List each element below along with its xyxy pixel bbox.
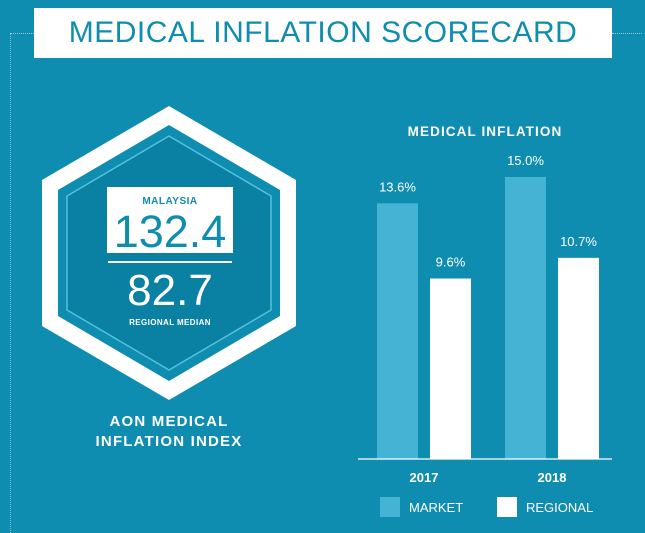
legend-swatch-market (380, 497, 400, 517)
legend-label-market: MARKET (409, 500, 463, 515)
data-label-market-2017: 13.6% (379, 179, 416, 194)
regional-median-value: 82.7 (127, 266, 213, 315)
decorative-dotted-line-right (612, 33, 642, 34)
x-tick-label-2018: 2018 (538, 470, 567, 485)
regional-median-label: REGIONAL MEDIAN (129, 318, 211, 327)
legend-label-regional: REGIONAL (526, 500, 593, 515)
index-caption-line2: INFLATION INDEX (95, 433, 243, 450)
chart-title: MEDICAL INFLATION (408, 124, 563, 139)
data-label-regional-2017: 9.6% (436, 255, 466, 270)
bar-regional-2018 (558, 257, 599, 459)
data-label-regional-2018: 10.7% (560, 234, 597, 249)
country-index-value: 132.4 (114, 206, 227, 257)
decorative-dotted-line-vertical (10, 33, 11, 533)
country-value-box (107, 187, 233, 253)
legend-swatch-regional (497, 497, 517, 517)
index-caption-line1: AON MEDICAL (109, 413, 229, 430)
decorative-dotted-line-left (10, 33, 34, 34)
x-tick-label-2017: 2017 (410, 470, 439, 485)
medical-inflation-chart: MEDICAL INFLATION 13.6% 9.6% 15.0% 10.7% 20… (358, 124, 612, 517)
index-hexagon-badge: MALAYSIA 132.4 82.7 REGIONAL MEDIAN (42, 106, 296, 400)
data-label-market-2018: 15.0% (507, 153, 544, 168)
bar-market-2017 (377, 203, 418, 459)
page-title: MEDICAL INFLATION SCORECARD (68, 16, 578, 49)
bar-regional-2017 (430, 278, 471, 459)
bar-market-2018 (505, 177, 546, 459)
country-label: MALAYSIA (142, 196, 197, 207)
title-banner: MEDICAL INFLATION SCORECARD (34, 8, 612, 58)
